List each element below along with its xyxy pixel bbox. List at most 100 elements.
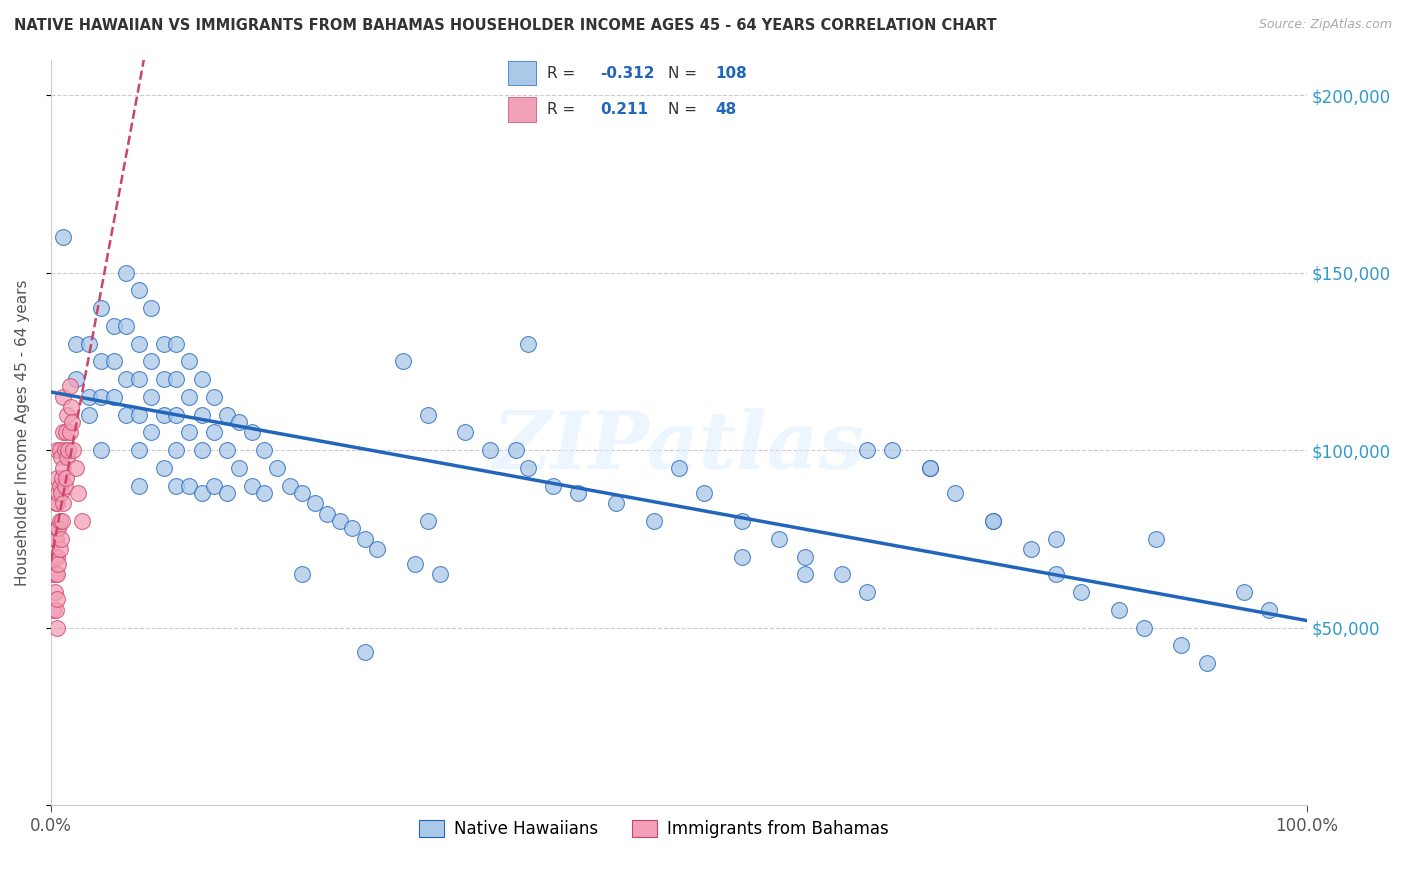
Point xyxy=(53,478,76,492)
Point xyxy=(831,567,853,582)
Point xyxy=(52,390,75,404)
Point xyxy=(731,549,754,564)
Point xyxy=(56,408,79,422)
Point xyxy=(77,408,100,422)
Point xyxy=(291,567,314,582)
Point xyxy=(202,390,225,404)
Point xyxy=(215,408,238,422)
Point xyxy=(153,336,176,351)
Point xyxy=(53,443,76,458)
Point xyxy=(429,567,451,582)
Point xyxy=(643,514,665,528)
Point xyxy=(52,230,75,244)
Point xyxy=(115,408,138,422)
Point xyxy=(153,372,176,386)
Text: N =: N = xyxy=(668,102,697,117)
Text: -0.312: -0.312 xyxy=(600,66,655,81)
FancyBboxPatch shape xyxy=(508,97,536,122)
Point xyxy=(1070,585,1092,599)
Point xyxy=(316,507,339,521)
Point xyxy=(103,390,125,404)
Point xyxy=(153,408,176,422)
Text: N =: N = xyxy=(668,66,697,81)
Point xyxy=(731,514,754,528)
Point xyxy=(59,379,82,393)
Point xyxy=(51,471,73,485)
Point xyxy=(90,443,112,458)
Point xyxy=(128,443,150,458)
Point xyxy=(981,514,1004,528)
Point xyxy=(46,443,69,458)
Point xyxy=(42,603,65,617)
Point xyxy=(46,621,69,635)
Point xyxy=(153,460,176,475)
Text: ZIPatlas: ZIPatlas xyxy=(494,409,865,486)
Point xyxy=(1258,603,1281,617)
Point xyxy=(55,471,77,485)
Point xyxy=(253,485,276,500)
Point xyxy=(115,318,138,333)
Point xyxy=(56,450,79,465)
Point xyxy=(48,485,70,500)
Point xyxy=(165,478,187,492)
Point xyxy=(856,585,879,599)
Point xyxy=(128,478,150,492)
Point xyxy=(141,354,163,368)
Point xyxy=(58,443,80,458)
Point xyxy=(49,532,72,546)
Text: Source: ZipAtlas.com: Source: ZipAtlas.com xyxy=(1258,18,1392,31)
Point xyxy=(240,478,263,492)
Point xyxy=(693,485,716,500)
Text: R =: R = xyxy=(547,102,575,117)
Point xyxy=(882,443,904,458)
Point xyxy=(90,390,112,404)
Point xyxy=(141,390,163,404)
Point xyxy=(90,301,112,315)
Point xyxy=(366,542,388,557)
Point xyxy=(51,514,73,528)
Point xyxy=(48,478,70,492)
Point xyxy=(342,521,364,535)
FancyBboxPatch shape xyxy=(508,62,536,86)
Point xyxy=(177,478,200,492)
Point xyxy=(228,460,250,475)
Point xyxy=(479,443,502,458)
Point xyxy=(1233,585,1256,599)
Point xyxy=(90,354,112,368)
Point xyxy=(165,336,187,351)
Point xyxy=(65,336,87,351)
Point xyxy=(46,592,69,607)
Point xyxy=(793,549,815,564)
Legend: Native Hawaiians, Immigrants from Bahamas: Native Hawaiians, Immigrants from Bahama… xyxy=(412,814,896,845)
Point xyxy=(141,301,163,315)
Point xyxy=(329,514,352,528)
Point xyxy=(141,425,163,440)
Point xyxy=(253,443,276,458)
Point xyxy=(668,460,690,475)
Point xyxy=(943,485,966,500)
Point xyxy=(190,372,212,386)
Point xyxy=(391,354,413,368)
Point xyxy=(981,514,1004,528)
Point xyxy=(202,425,225,440)
Point xyxy=(52,425,75,440)
Point xyxy=(266,460,288,475)
Point xyxy=(128,283,150,297)
Point xyxy=(128,372,150,386)
Point xyxy=(44,585,66,599)
Point xyxy=(65,460,87,475)
Point xyxy=(103,318,125,333)
Point xyxy=(1195,656,1218,670)
Point xyxy=(177,425,200,440)
Point xyxy=(567,485,589,500)
Point xyxy=(1170,638,1192,652)
Point xyxy=(77,336,100,351)
Point xyxy=(67,485,90,500)
Point xyxy=(49,450,72,465)
Text: 48: 48 xyxy=(716,102,737,117)
Point xyxy=(1108,603,1130,617)
Text: R =: R = xyxy=(547,66,575,81)
Point xyxy=(856,443,879,458)
Point xyxy=(165,443,187,458)
Point xyxy=(59,425,82,440)
